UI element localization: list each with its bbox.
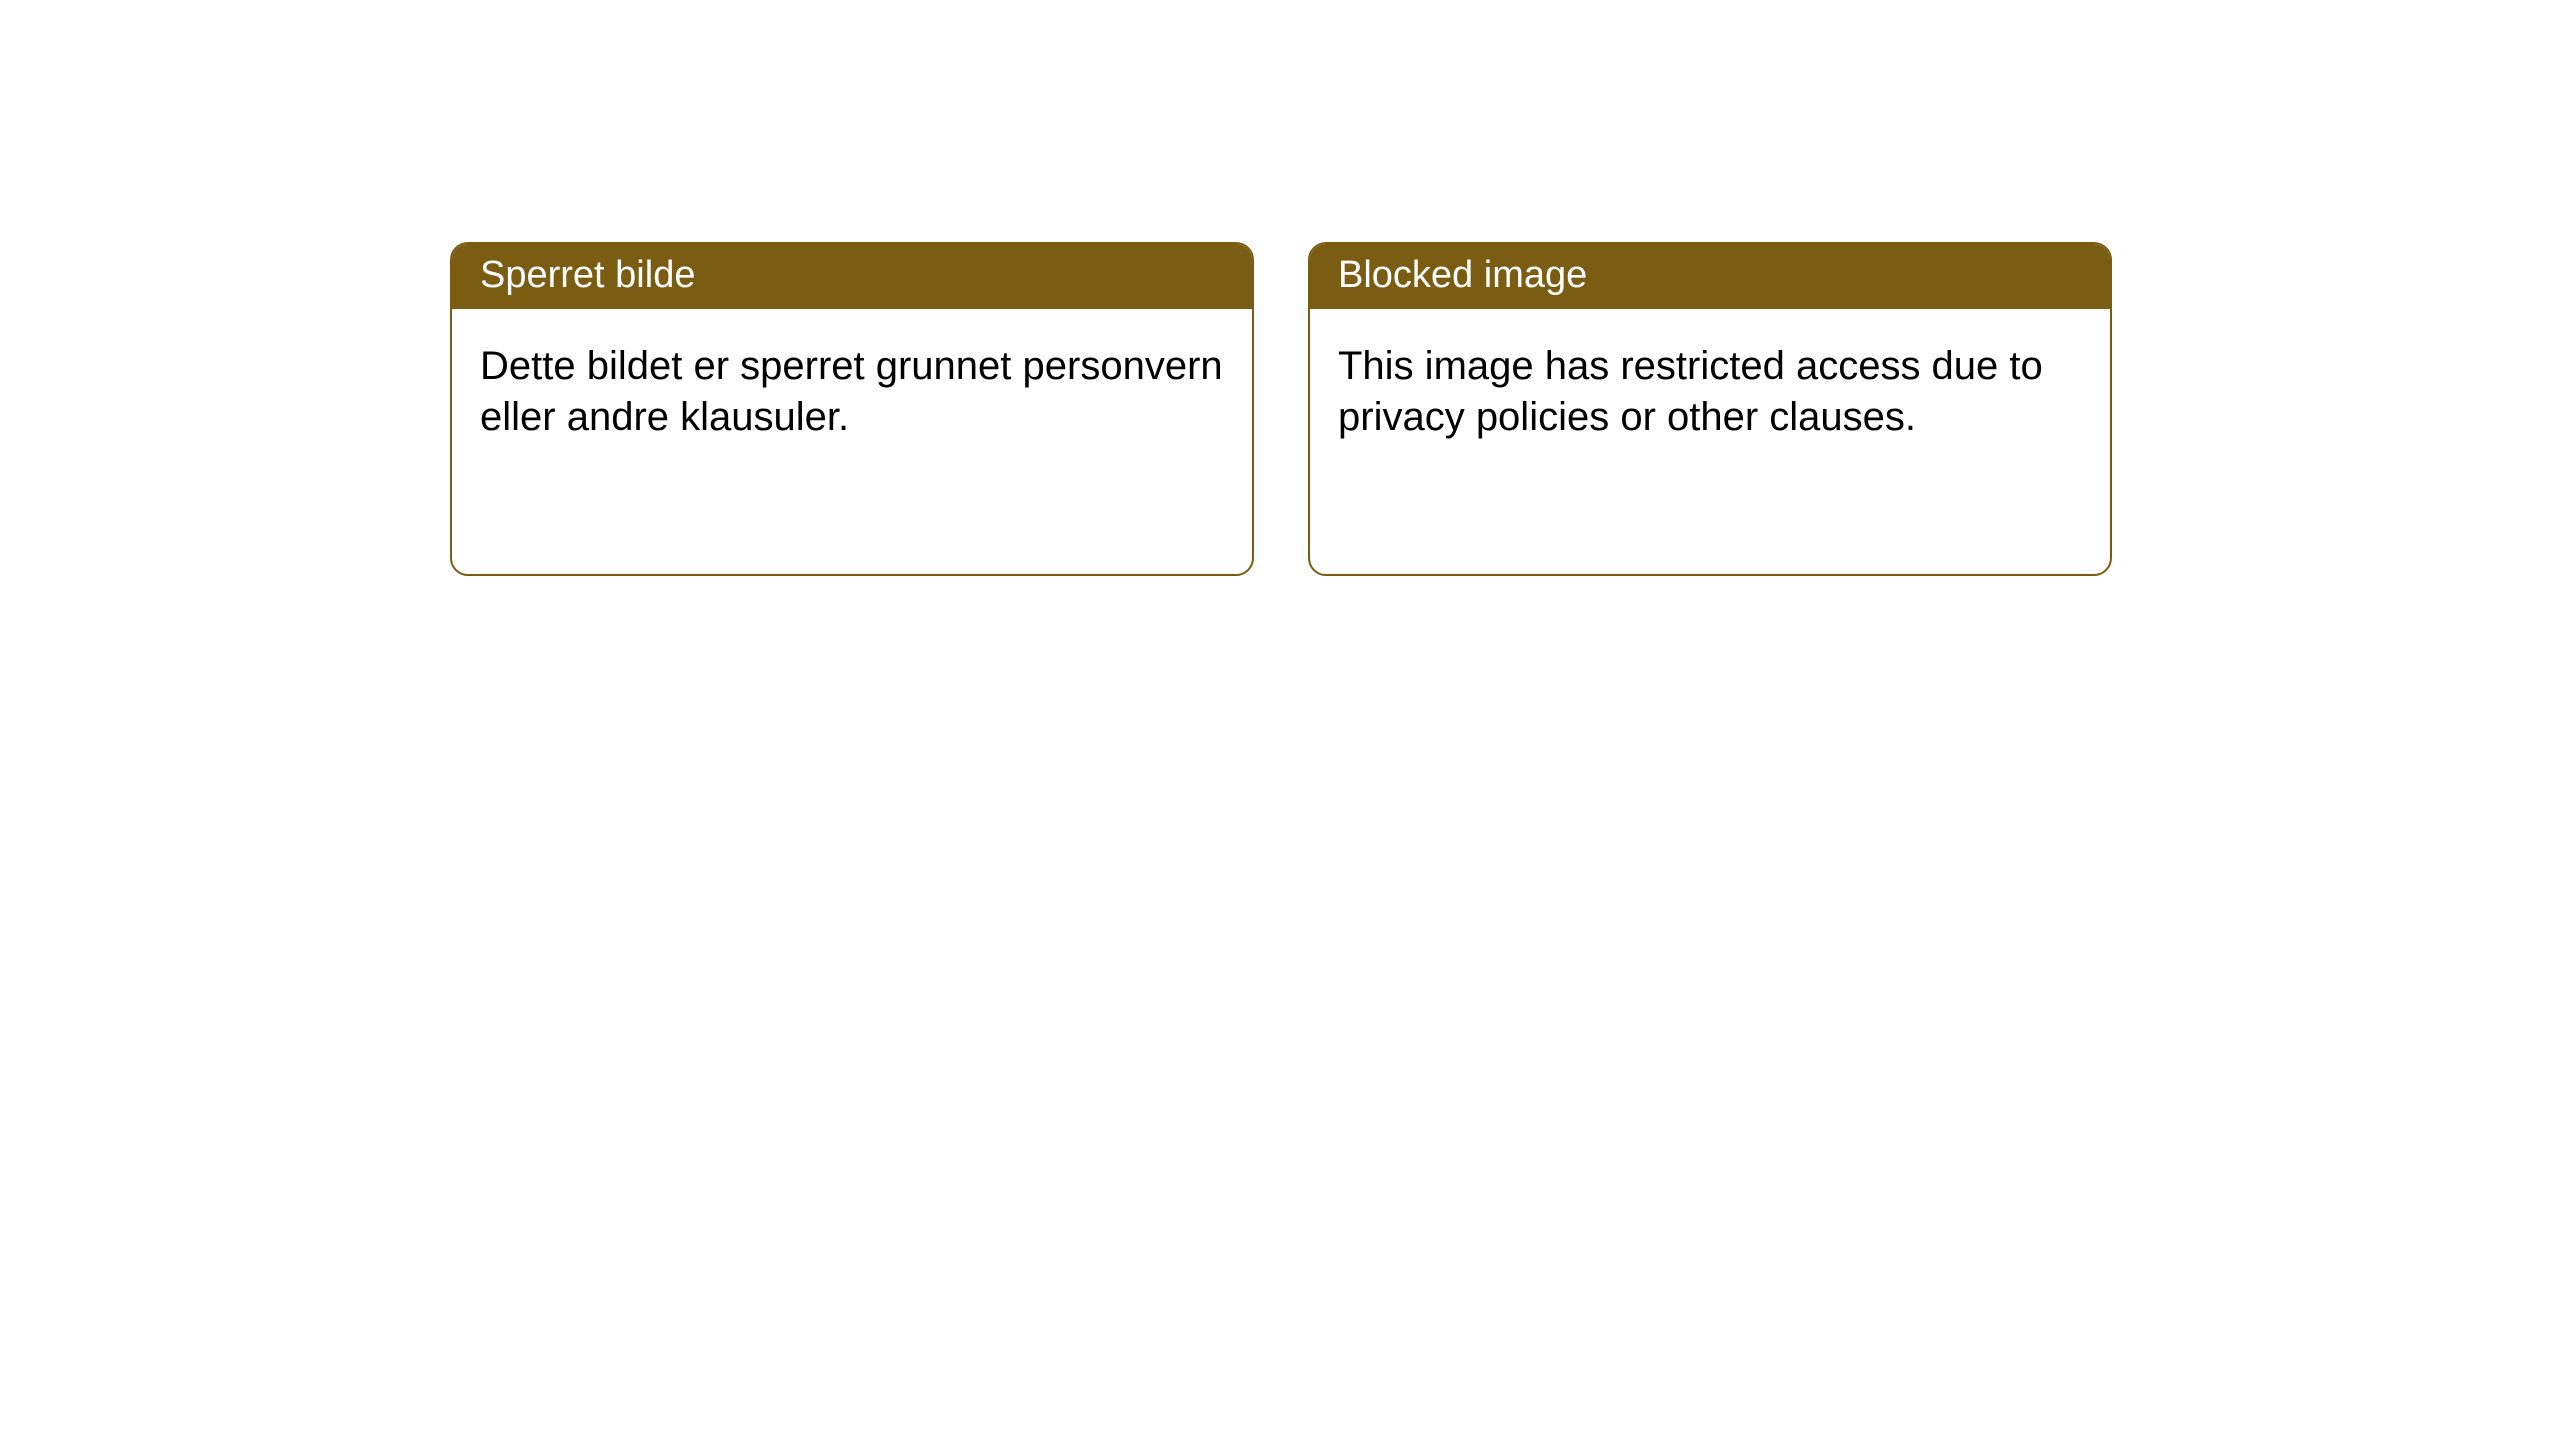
blocked-image-card-no: Sperret bilde Dette bildet er sperret gr…: [450, 242, 1254, 576]
card-body-en: This image has restricted access due to …: [1310, 309, 2110, 471]
blocked-image-card-en: Blocked image This image has restricted …: [1308, 242, 2112, 576]
message-cards-row: Sperret bilde Dette bildet er sperret gr…: [0, 0, 2560, 576]
card-body-no: Dette bildet er sperret grunnet personve…: [452, 309, 1252, 471]
card-title-no: Sperret bilde: [452, 244, 1252, 309]
card-title-en: Blocked image: [1310, 244, 2110, 309]
